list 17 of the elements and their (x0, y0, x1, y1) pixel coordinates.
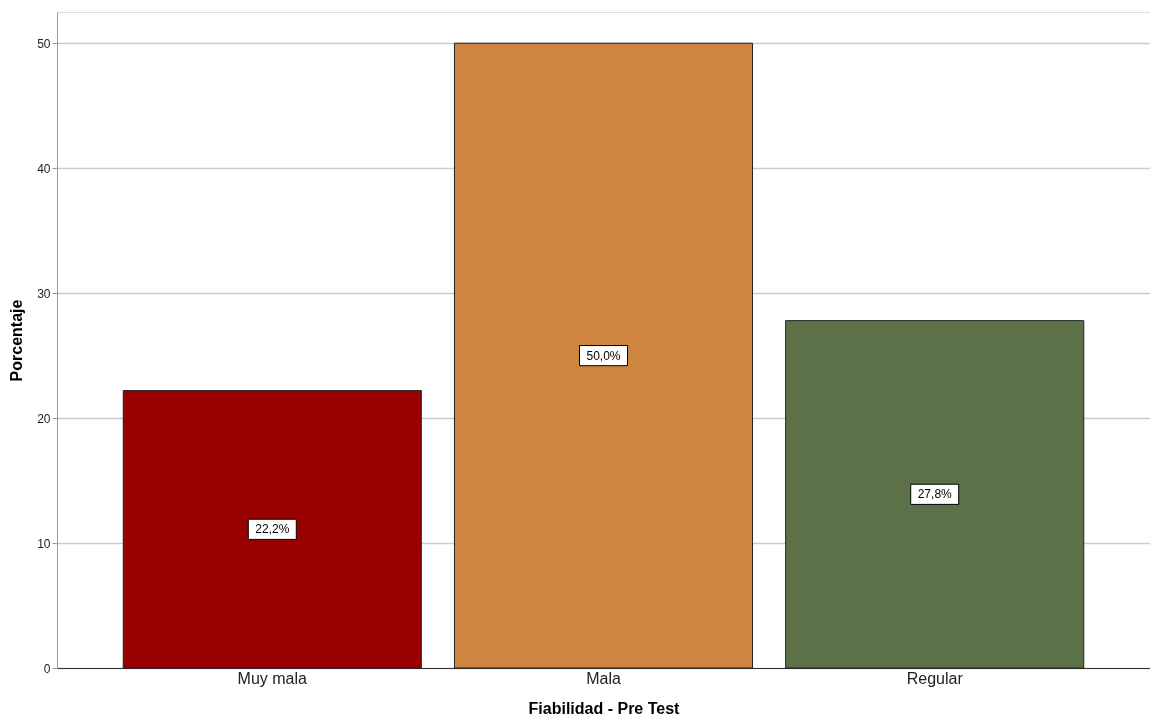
bar (122, 390, 422, 669)
data-label: 22,2% (255, 522, 290, 537)
bar (453, 42, 754, 669)
y-tick-label: 40 (37, 161, 51, 176)
data-label: 27,8% (917, 487, 953, 502)
x-tick-label: Mala (586, 669, 621, 687)
x-tick-label: Regular (906, 669, 964, 687)
y-tick-label: 30 (37, 286, 51, 301)
bar (785, 320, 1085, 669)
y-axis-title: Porcentaje (8, 299, 26, 382)
y-tick-label: 10 (37, 536, 51, 551)
x-tick-label: Muy mala (237, 669, 308, 687)
x-axis-title: Fiabilidad - Pre Test (528, 699, 681, 717)
data-label: 50,0% (586, 348, 621, 363)
y-tick-label: 20 (37, 411, 51, 426)
y-tick-label: 0 (43, 661, 51, 676)
y-tick-label: 50 (37, 36, 51, 51)
